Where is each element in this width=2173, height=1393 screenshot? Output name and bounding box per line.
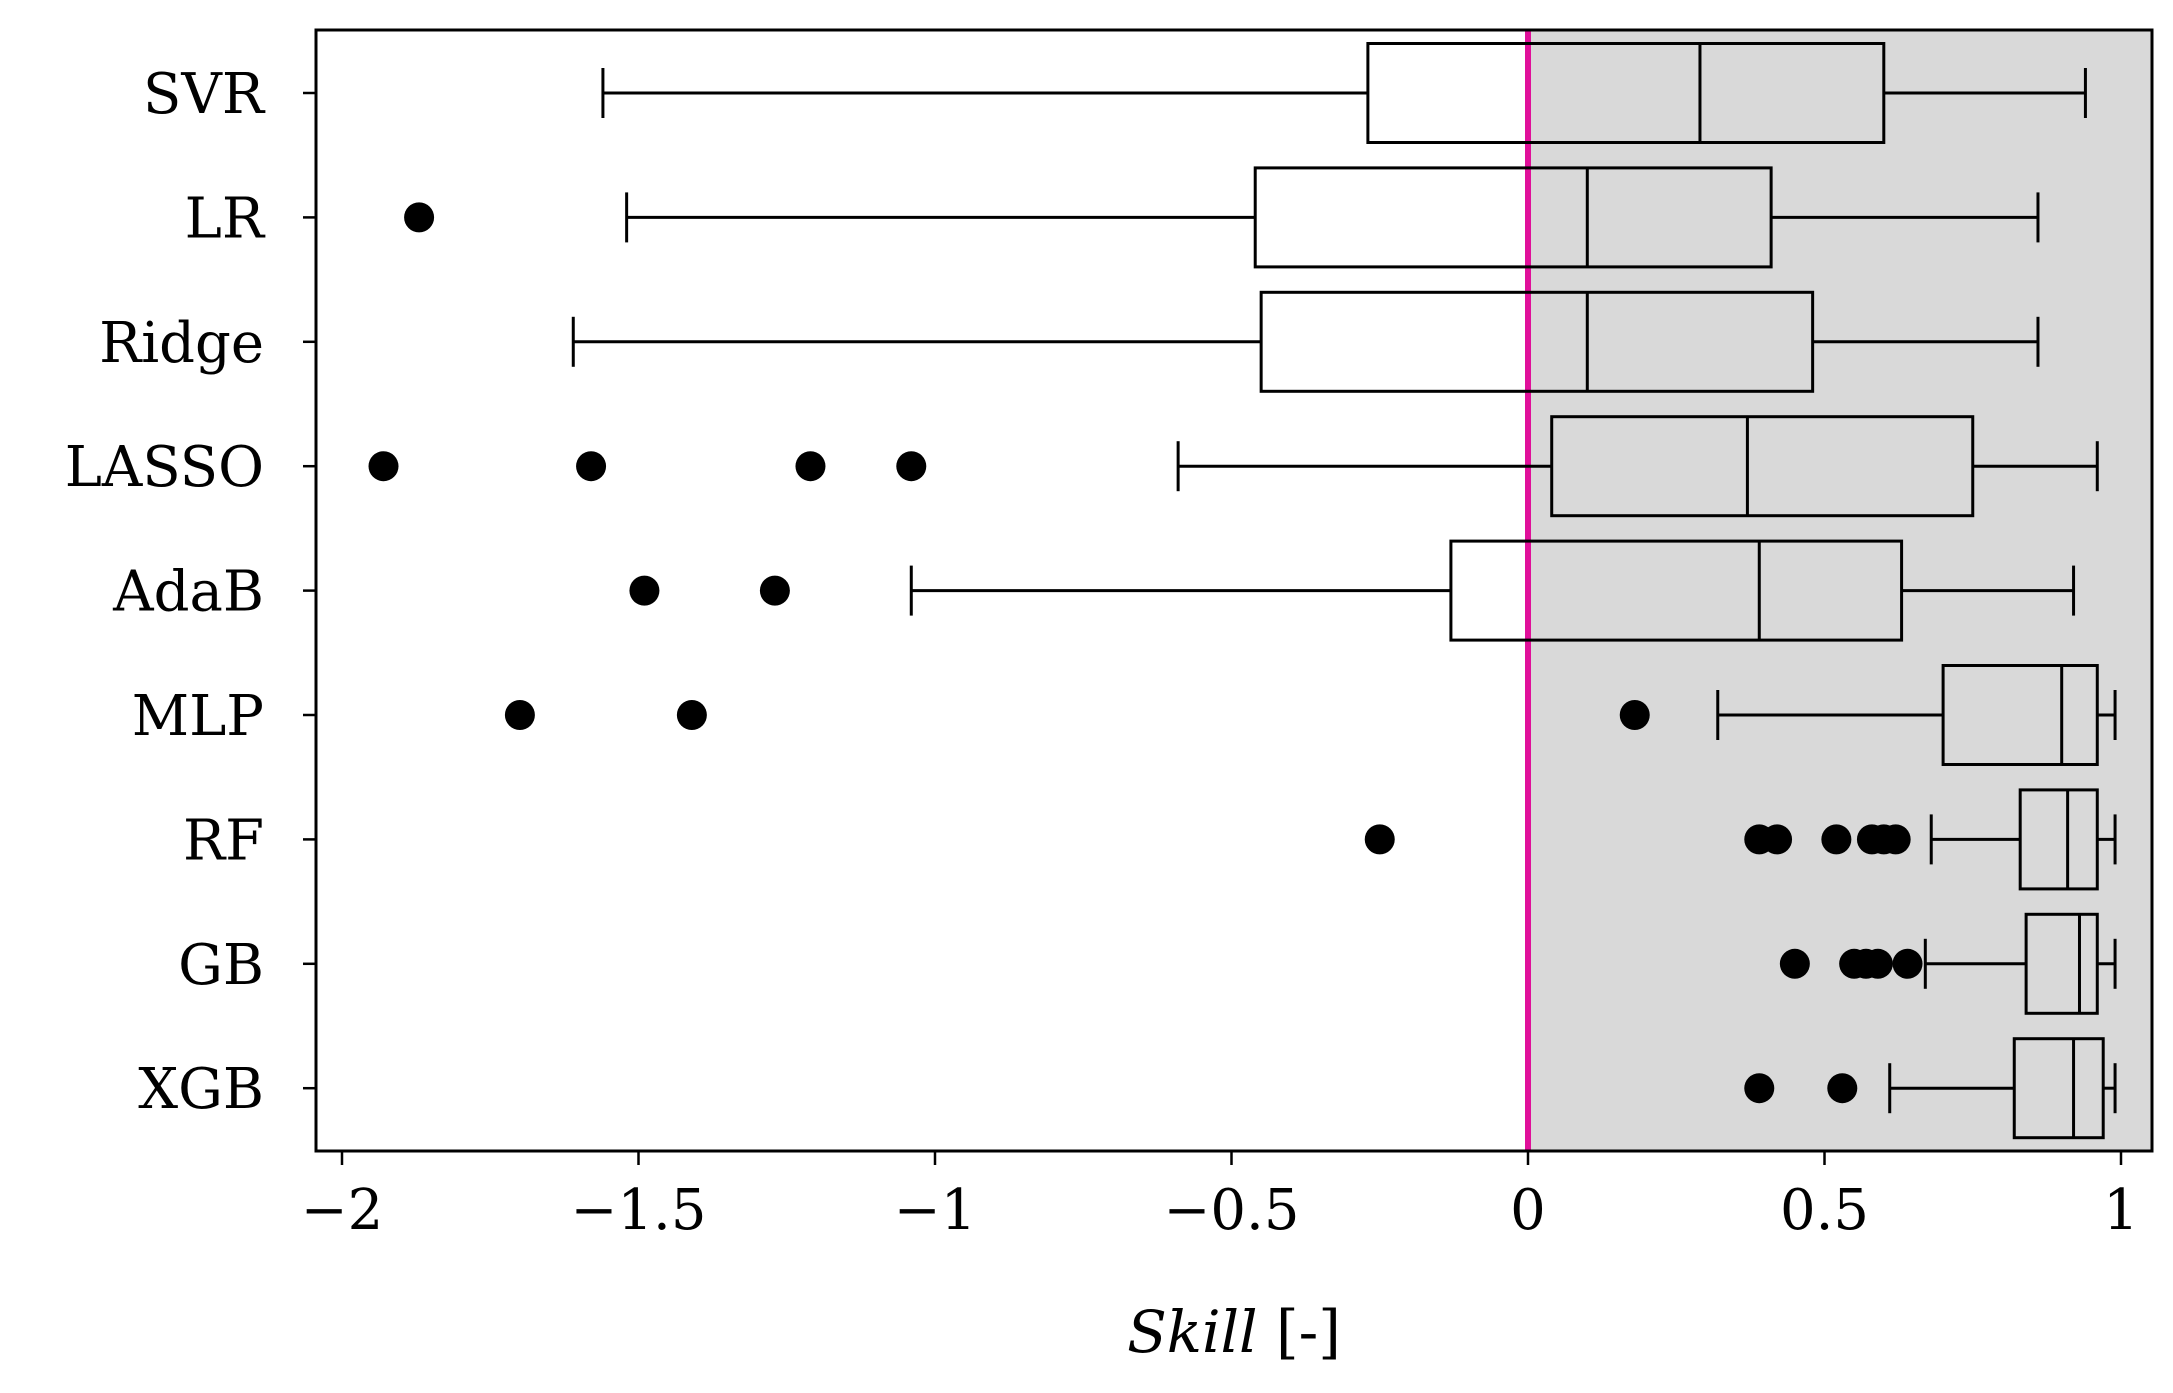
box-xgb	[1744, 1037, 2117, 1140]
y-label-lasso: LASSO	[65, 435, 264, 500]
outlier-point	[1762, 824, 1793, 855]
outlier-point	[1862, 948, 1893, 979]
y-label-ridge: Ridge	[99, 311, 264, 376]
outlier-point	[404, 202, 435, 233]
y-label-gb: GB	[178, 933, 264, 998]
y-label-adab: AdaB	[112, 560, 264, 625]
iqr-box	[1259, 290, 1815, 393]
x-axis-ticks: −2 −1.5 −1 −0.5 0 0.5 1	[301, 1151, 2139, 1243]
iqr-box	[1550, 415, 1975, 518]
y-label-mlp: MLP	[132, 684, 264, 749]
y-label-xgb: XGB	[138, 1057, 264, 1122]
iqr-box	[1366, 42, 1886, 144]
outlier-point	[1744, 1073, 1775, 1104]
box-adab	[629, 539, 2076, 642]
iqr-box	[1253, 166, 1773, 269]
outlier-point	[896, 451, 927, 482]
outlier-point	[629, 575, 660, 606]
outlier-point	[1821, 824, 1852, 855]
x-tick-label: 0	[1510, 1178, 1546, 1243]
box-rf	[1364, 788, 2117, 891]
x-axis-title-unit: [-]	[1258, 1298, 1341, 1366]
x-tick-label: −1.5	[571, 1178, 707, 1243]
outlier-point	[1364, 824, 1395, 855]
outlier-point	[1880, 824, 1911, 855]
x-axis-title-italic: Skill	[1127, 1298, 1258, 1366]
iqr-box	[1941, 664, 2099, 766]
box-mlp	[504, 664, 2117, 766]
iqr-box	[1449, 539, 1904, 642]
y-label-svr: SVR	[143, 62, 266, 127]
box-gb	[1779, 912, 2117, 1015]
outlier-point	[795, 451, 826, 482]
x-axis-title: Skill [-]	[1127, 1298, 1341, 1366]
box-lasso	[368, 415, 2099, 518]
y-label-rf: RF	[183, 808, 264, 873]
box-ridge	[571, 290, 2040, 393]
outlier-point	[368, 451, 399, 482]
x-tick-label: −1	[894, 1178, 977, 1243]
outlier-point	[576, 451, 607, 482]
outlier-point	[1892, 948, 1923, 979]
x-tick-label: 1	[2103, 1178, 2139, 1243]
outlier-point	[1827, 1073, 1858, 1104]
x-tick-label: −0.5	[1164, 1178, 1300, 1243]
y-label-lr: LR	[185, 186, 266, 251]
outlier-point	[504, 700, 535, 730]
outlier-point	[676, 700, 707, 730]
iqr-box	[2018, 788, 2099, 891]
x-tick-label: 0.5	[1780, 1178, 1869, 1243]
box-svr	[601, 42, 2087, 144]
outlier-point	[759, 575, 790, 606]
x-tick-label: −2	[301, 1178, 384, 1243]
iqr-box	[2024, 912, 2099, 1015]
boxplot-series	[368, 42, 2117, 1140]
outlier-point	[1619, 700, 1650, 730]
iqr-box	[2012, 1037, 2105, 1140]
outlier-point	[1779, 948, 1810, 979]
y-axis-ticks: SVR LR Ridge LASSO AdaB MLP RF GB XGB	[65, 62, 316, 1122]
box-lr	[404, 166, 2040, 269]
